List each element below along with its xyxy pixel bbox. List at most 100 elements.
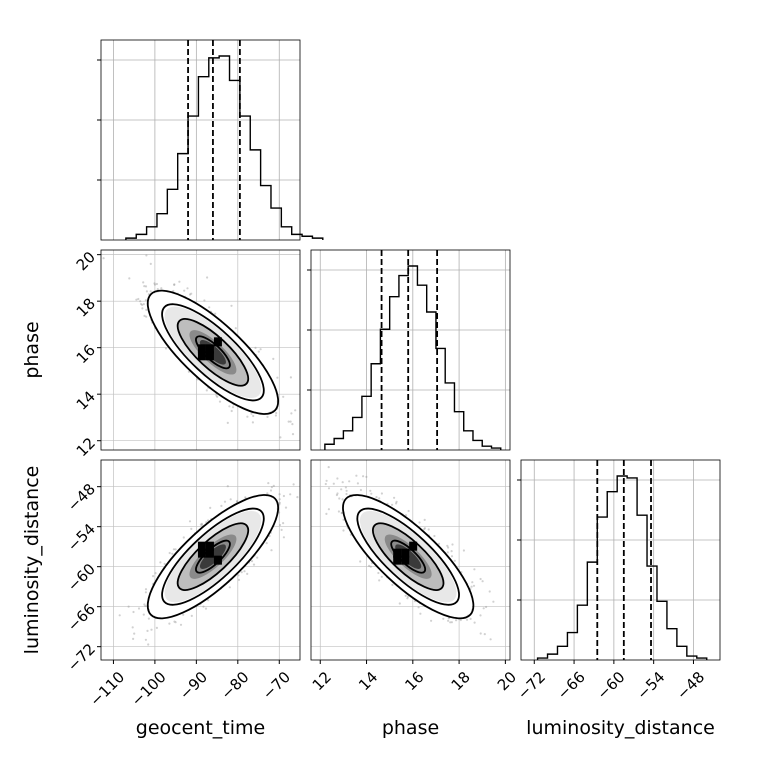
scatter-point [437, 542, 441, 545]
scatter-point [345, 492, 348, 496]
scatter-point [178, 280, 181, 283]
scatter-point [340, 488, 343, 491]
scatter-point [226, 485, 229, 488]
contour-line [161, 507, 265, 606]
hist-panel-phase [307, 249, 511, 451]
scatter-point [259, 348, 262, 351]
scatter-point [246, 572, 249, 576]
scatter-point [156, 288, 159, 291]
scatter-point [163, 562, 166, 566]
scatter-point [488, 590, 491, 593]
scatter-point [139, 300, 142, 303]
scatter-point [423, 518, 426, 522]
contour-line [146, 289, 280, 415]
scatter-point [469, 617, 472, 621]
scatter-point [190, 292, 193, 295]
scatter-point [336, 477, 339, 480]
scatter-point [391, 503, 394, 506]
scatter-point [355, 474, 358, 477]
y-tick-label: −54 [64, 520, 99, 555]
scatter-point [252, 563, 256, 566]
y-axis-label: luminosity_distance [21, 466, 43, 655]
scatter-point [172, 548, 175, 551]
scatter-point [427, 528, 430, 531]
scatter-point [254, 346, 257, 349]
scatter-point [128, 277, 131, 280]
density-peak-cell [213, 555, 222, 565]
scatter-point [250, 412, 253, 415]
scatter-point [276, 376, 279, 379]
x-tick-label: −110 [86, 668, 128, 710]
scatter-point [325, 512, 328, 516]
scatter-point [229, 498, 232, 501]
scatter-point [473, 621, 476, 624]
scatter-point [164, 347, 168, 350]
y-axis-label: phase [21, 321, 43, 378]
scatter-point [278, 498, 281, 501]
scatter-point [289, 493, 292, 496]
scatter-point [404, 514, 408, 517]
scatter-point [153, 282, 156, 285]
x-tick-label: −100 [128, 668, 170, 710]
panel-geocent_time-vs-phase [100, 249, 301, 451]
contour-line [146, 494, 280, 620]
scatter-point [215, 394, 218, 397]
scatter-point [278, 493, 281, 496]
scatter-point [270, 549, 273, 552]
scatter-point [369, 489, 372, 492]
scatter-point [375, 496, 378, 499]
scatter-point [359, 560, 362, 563]
scatter-point [228, 405, 231, 408]
panel-geocent_time-vs-luminosity_distance [100, 459, 301, 661]
scatter-point [269, 489, 273, 492]
scatter-point [470, 585, 473, 588]
scatter-point [152, 575, 155, 578]
scatter-point [442, 617, 445, 620]
y-tick-label: 18 [73, 294, 99, 320]
scatter-point [450, 555, 454, 558]
scatter-point [406, 595, 410, 598]
scatter-point [265, 542, 268, 545]
x-tick-label: −72 [514, 668, 549, 703]
scatter-point [173, 620, 176, 623]
y-tick-label: −72 [64, 640, 99, 675]
y-tick-label: −66 [64, 600, 99, 635]
scatter-point [131, 626, 134, 629]
scatter-point [356, 482, 359, 485]
contour-line [195, 539, 231, 574]
scatter-point [155, 626, 158, 630]
scatter-point [149, 262, 152, 265]
scatter-point [190, 614, 193, 618]
scatter-point [369, 565, 372, 568]
scatter-point [341, 498, 344, 501]
scatter-point [207, 519, 210, 522]
scatter-point [471, 581, 474, 584]
panel-background [521, 460, 720, 660]
scatter-point [451, 543, 454, 546]
x-tick-label: −60 [594, 668, 629, 703]
scatter-point [472, 584, 476, 587]
scatter-point [208, 306, 211, 309]
scatter-point [423, 528, 426, 531]
scatter-point [250, 560, 254, 563]
scatter-point [207, 599, 210, 602]
scatter-point [135, 298, 138, 301]
panel-frame [100, 39, 301, 241]
panel-background [101, 40, 300, 240]
scatter-point [291, 423, 294, 426]
scatter-point [223, 500, 227, 503]
hist-panel-luminosity_distance [517, 459, 721, 661]
scatter-point [144, 285, 148, 288]
scatter-point [220, 504, 223, 507]
x-tick-label: −66 [554, 668, 589, 703]
scatter-point [378, 497, 381, 500]
x-axis-label: phase [382, 717, 439, 739]
scatter-point [139, 302, 143, 306]
scatter-point [235, 499, 239, 503]
scatter-point [398, 602, 401, 605]
panel-frame [100, 249, 301, 451]
scatter-point [282, 522, 285, 525]
scatter-point [237, 578, 241, 582]
scatter-point [492, 600, 495, 603]
